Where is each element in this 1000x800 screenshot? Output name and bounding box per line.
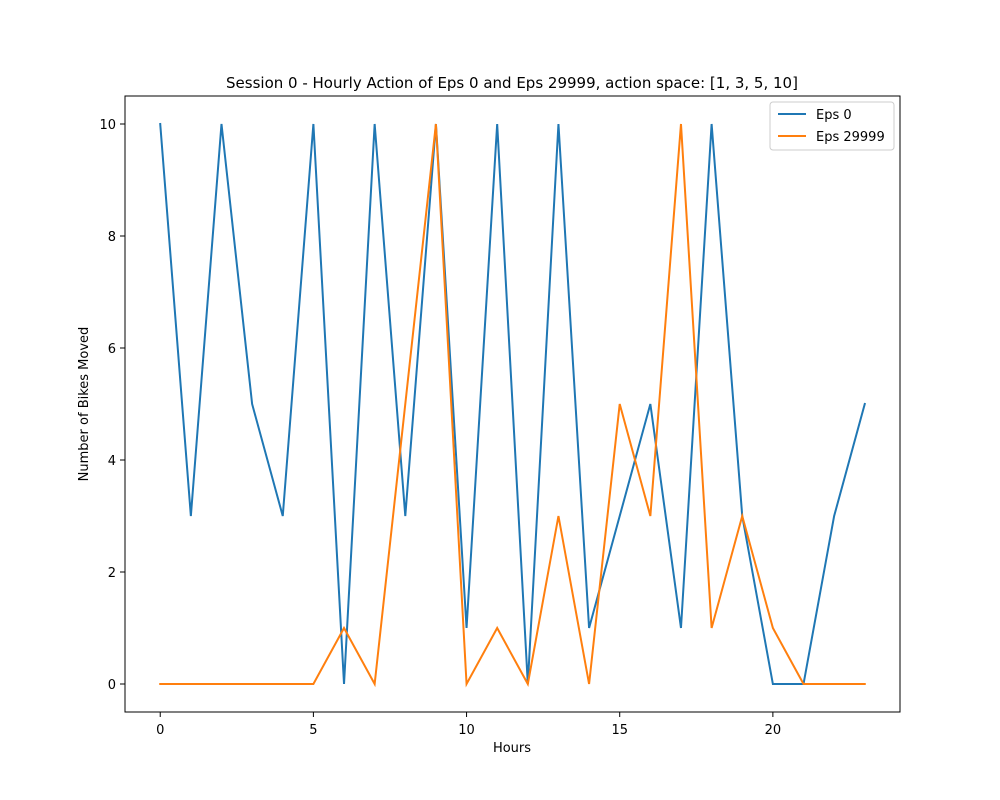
x-tick-label: 20 (765, 723, 782, 738)
y-tick-label: 6 (108, 342, 116, 357)
legend: Eps 0 Eps 29999 (769, 101, 895, 151)
plot-area (159, 122, 866, 688)
axes-frame (124, 95, 901, 713)
y-tick-label: 4 (108, 454, 116, 469)
x-axis-title: Hours (493, 741, 531, 756)
x-tick-label: 15 (611, 723, 628, 738)
series-line-eps-29999 (159, 123, 866, 688)
x-tick-label: 10 (458, 723, 475, 738)
axes: 0 5 10 15 20 0 2 4 6 8 10 (99, 95, 901, 738)
series-line-eps-0 (159, 122, 866, 685)
y-tick-label: 2 (108, 566, 116, 581)
legend-label: Eps 0 (816, 108, 852, 123)
y-tick-label: 10 (99, 118, 116, 133)
legend-label: Eps 29999 (816, 130, 885, 145)
x-tick-label: 5 (309, 723, 317, 738)
chart-title: Session 0 - Hourly Action of Eps 0 and E… (226, 74, 798, 92)
y-tick-label: 8 (108, 230, 116, 245)
x-tick-label: 0 (156, 723, 164, 738)
y-axis-title: Number of Bikes Moved (77, 327, 92, 482)
y-tick-label: 0 (108, 678, 116, 693)
